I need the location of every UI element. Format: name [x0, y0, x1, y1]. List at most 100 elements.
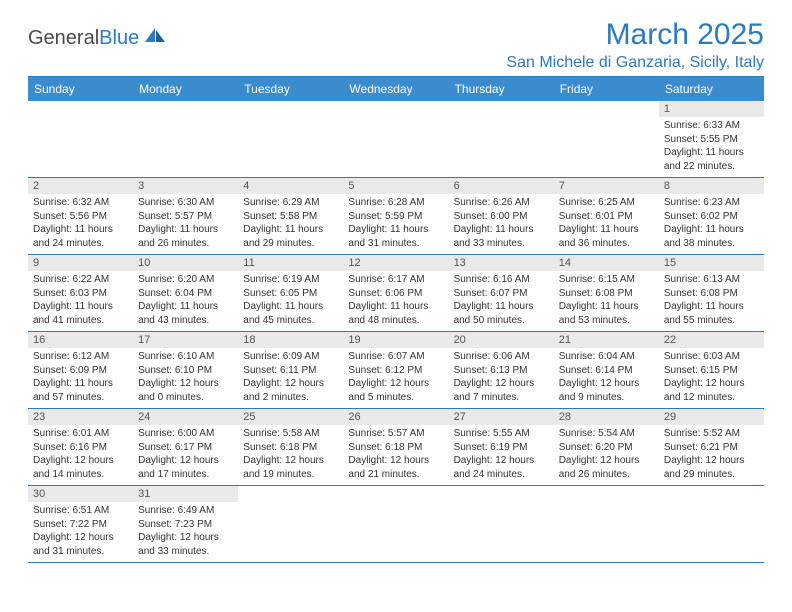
day-details: Sunrise: 6:16 AMSunset: 6:07 PMDaylight:…	[449, 271, 554, 331]
day-cell: 7Sunrise: 6:25 AMSunset: 6:01 PMDaylight…	[554, 178, 659, 255]
day-details: Sunrise: 6:26 AMSunset: 6:00 PMDaylight:…	[449, 194, 554, 254]
day-number: 10	[133, 255, 238, 271]
day-number: 18	[238, 332, 343, 348]
day-details: Sunrise: 5:52 AMSunset: 6:21 PMDaylight:…	[659, 425, 764, 485]
day-details: Sunrise: 6:33 AMSunset: 5:55 PMDaylight:…	[659, 117, 764, 177]
day-cell: 30Sunrise: 6:51 AMSunset: 7:22 PMDayligh…	[28, 486, 133, 563]
day-cell: 23Sunrise: 6:01 AMSunset: 6:16 PMDayligh…	[28, 409, 133, 486]
day-details: Sunrise: 6:28 AMSunset: 5:59 PMDaylight:…	[343, 194, 448, 254]
weekday-header: Friday	[554, 77, 659, 101]
day-number: 30	[28, 486, 133, 502]
day-cell: 27Sunrise: 5:55 AMSunset: 6:19 PMDayligh…	[449, 409, 554, 486]
day-number: 4	[238, 178, 343, 194]
day-number: 11	[238, 255, 343, 271]
week-row: 16Sunrise: 6:12 AMSunset: 6:09 PMDayligh…	[28, 332, 764, 409]
day-cell: 13Sunrise: 6:16 AMSunset: 6:07 PMDayligh…	[449, 255, 554, 332]
day-cell	[238, 486, 343, 563]
day-details: Sunrise: 6:03 AMSunset: 6:15 PMDaylight:…	[659, 348, 764, 408]
day-cell: 2Sunrise: 6:32 AMSunset: 5:56 PMDaylight…	[28, 178, 133, 255]
day-cell: 17Sunrise: 6:10 AMSunset: 6:10 PMDayligh…	[133, 332, 238, 409]
day-number: 9	[28, 255, 133, 271]
day-details: Sunrise: 5:55 AMSunset: 6:19 PMDaylight:…	[449, 425, 554, 485]
week-row: 23Sunrise: 6:01 AMSunset: 6:16 PMDayligh…	[28, 409, 764, 486]
day-details: Sunrise: 6:12 AMSunset: 6:09 PMDaylight:…	[28, 348, 133, 408]
weekday-header-row: SundayMondayTuesdayWednesdayThursdayFrid…	[28, 77, 764, 101]
day-cell: 18Sunrise: 6:09 AMSunset: 6:11 PMDayligh…	[238, 332, 343, 409]
day-details: Sunrise: 6:15 AMSunset: 6:08 PMDaylight:…	[554, 271, 659, 331]
day-number: 24	[133, 409, 238, 425]
week-row: 1Sunrise: 6:33 AMSunset: 5:55 PMDaylight…	[28, 101, 764, 178]
day-cell: 6Sunrise: 6:26 AMSunset: 6:00 PMDaylight…	[449, 178, 554, 255]
day-details: Sunrise: 6:09 AMSunset: 6:11 PMDaylight:…	[238, 348, 343, 408]
day-cell	[343, 101, 448, 178]
day-cell	[343, 486, 448, 563]
day-details: Sunrise: 6:49 AMSunset: 7:23 PMDaylight:…	[133, 502, 238, 562]
day-number: 29	[659, 409, 764, 425]
day-number: 16	[28, 332, 133, 348]
day-cell: 24Sunrise: 6:00 AMSunset: 6:17 PMDayligh…	[133, 409, 238, 486]
header: GeneralBlue March 2025 San Michele di Ga…	[28, 18, 764, 72]
day-number: 22	[659, 332, 764, 348]
day-details: Sunrise: 6:20 AMSunset: 6:04 PMDaylight:…	[133, 271, 238, 331]
day-cell	[449, 101, 554, 178]
day-cell	[659, 486, 764, 563]
day-details: Sunrise: 6:13 AMSunset: 6:08 PMDaylight:…	[659, 271, 764, 331]
day-cell: 11Sunrise: 6:19 AMSunset: 6:05 PMDayligh…	[238, 255, 343, 332]
day-cell: 8Sunrise: 6:23 AMSunset: 6:02 PMDaylight…	[659, 178, 764, 255]
day-number: 5	[343, 178, 448, 194]
day-number: 19	[343, 332, 448, 348]
weekday-header: Monday	[133, 77, 238, 101]
day-cell: 28Sunrise: 5:54 AMSunset: 6:20 PMDayligh…	[554, 409, 659, 486]
day-details: Sunrise: 6:00 AMSunset: 6:17 PMDaylight:…	[133, 425, 238, 485]
day-cell: 4Sunrise: 6:29 AMSunset: 5:58 PMDaylight…	[238, 178, 343, 255]
calendar-table: SundayMondayTuesdayWednesdayThursdayFrid…	[28, 77, 764, 563]
day-number: 12	[343, 255, 448, 271]
day-details: Sunrise: 6:51 AMSunset: 7:22 PMDaylight:…	[28, 502, 133, 562]
week-row: 30Sunrise: 6:51 AMSunset: 7:22 PMDayligh…	[28, 486, 764, 563]
day-number: 17	[133, 332, 238, 348]
title-block: March 2025 San Michele di Ganzaria, Sici…	[506, 18, 764, 72]
day-number: 7	[554, 178, 659, 194]
week-row: 9Sunrise: 6:22 AMSunset: 6:03 PMDaylight…	[28, 255, 764, 332]
day-cell: 14Sunrise: 6:15 AMSunset: 6:08 PMDayligh…	[554, 255, 659, 332]
day-cell	[554, 486, 659, 563]
day-number: 8	[659, 178, 764, 194]
day-details: Sunrise: 6:10 AMSunset: 6:10 PMDaylight:…	[133, 348, 238, 408]
weekday-header: Tuesday	[238, 77, 343, 101]
day-cell	[449, 486, 554, 563]
day-details: Sunrise: 6:29 AMSunset: 5:58 PMDaylight:…	[238, 194, 343, 254]
day-details: Sunrise: 6:19 AMSunset: 6:05 PMDaylight:…	[238, 271, 343, 331]
day-cell: 21Sunrise: 6:04 AMSunset: 6:14 PMDayligh…	[554, 332, 659, 409]
day-cell: 3Sunrise: 6:30 AMSunset: 5:57 PMDaylight…	[133, 178, 238, 255]
day-cell: 15Sunrise: 6:13 AMSunset: 6:08 PMDayligh…	[659, 255, 764, 332]
day-cell	[554, 101, 659, 178]
day-cell: 29Sunrise: 5:52 AMSunset: 6:21 PMDayligh…	[659, 409, 764, 486]
day-details: Sunrise: 6:07 AMSunset: 6:12 PMDaylight:…	[343, 348, 448, 408]
brand-logo: GeneralBlue	[28, 18, 167, 50]
day-number: 3	[133, 178, 238, 194]
weekday-header: Thursday	[449, 77, 554, 101]
location-label: San Michele di Ganzaria, Sicily, Italy	[506, 54, 764, 72]
day-cell: 19Sunrise: 6:07 AMSunset: 6:12 PMDayligh…	[343, 332, 448, 409]
day-details: Sunrise: 6:22 AMSunset: 6:03 PMDaylight:…	[28, 271, 133, 331]
day-number: 25	[238, 409, 343, 425]
day-number: 28	[554, 409, 659, 425]
day-cell: 12Sunrise: 6:17 AMSunset: 6:06 PMDayligh…	[343, 255, 448, 332]
day-cell: 9Sunrise: 6:22 AMSunset: 6:03 PMDaylight…	[28, 255, 133, 332]
day-number: 21	[554, 332, 659, 348]
day-details: Sunrise: 6:04 AMSunset: 6:14 PMDaylight:…	[554, 348, 659, 408]
day-details: Sunrise: 6:25 AMSunset: 6:01 PMDaylight:…	[554, 194, 659, 254]
day-number: 14	[554, 255, 659, 271]
day-cell: 16Sunrise: 6:12 AMSunset: 6:09 PMDayligh…	[28, 332, 133, 409]
day-details: Sunrise: 5:58 AMSunset: 6:18 PMDaylight:…	[238, 425, 343, 485]
day-cell: 22Sunrise: 6:03 AMSunset: 6:15 PMDayligh…	[659, 332, 764, 409]
day-details: Sunrise: 6:01 AMSunset: 6:16 PMDaylight:…	[28, 425, 133, 485]
day-details: Sunrise: 5:57 AMSunset: 6:18 PMDaylight:…	[343, 425, 448, 485]
day-cell: 25Sunrise: 5:58 AMSunset: 6:18 PMDayligh…	[238, 409, 343, 486]
sail-icon	[143, 26, 167, 50]
weekday-header: Saturday	[659, 77, 764, 101]
day-details: Sunrise: 6:23 AMSunset: 6:02 PMDaylight:…	[659, 194, 764, 254]
day-number: 1	[659, 101, 764, 117]
day-number: 31	[133, 486, 238, 502]
brand-part2: Blue	[99, 27, 139, 50]
